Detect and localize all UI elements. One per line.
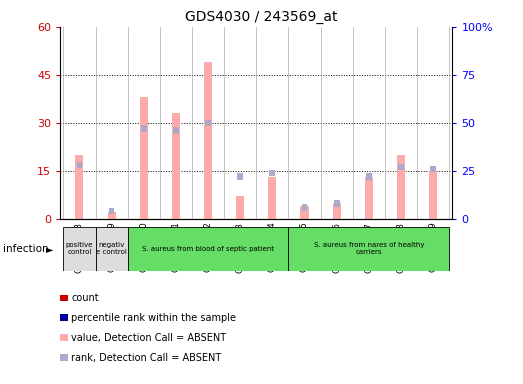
Bar [140,97,148,219]
Text: rank, Detection Call = ABSENT: rank, Detection Call = ABSENT [71,353,221,362]
Bar [288,227,449,271]
Text: infection: infection [3,244,48,254]
Bar [204,62,212,219]
Bar [429,171,437,219]
Bar [205,120,211,126]
Bar [172,113,180,219]
Text: S. aureus from blood of septic patient: S. aureus from blood of septic patient [142,246,274,252]
Text: percentile rank within the sample: percentile rank within the sample [71,313,236,323]
Bar [96,227,128,271]
Bar [430,166,436,172]
Bar [269,170,275,176]
Text: negativ
e control: negativ e control [96,242,127,255]
Bar [302,204,308,210]
Text: S. aureus from nares of healthy
carriers: S. aureus from nares of healthy carriers [314,242,424,255]
Bar [63,227,96,271]
Bar [334,200,339,207]
Bar [301,206,309,219]
Bar [76,162,82,168]
Bar [75,155,84,219]
Bar [268,177,276,219]
Bar [333,203,340,219]
Bar [397,155,405,219]
Bar [108,212,116,219]
Bar [236,197,244,219]
Bar [398,164,404,170]
Text: ►: ► [46,244,53,254]
Text: GDS4030 / 243569_at: GDS4030 / 243569_at [185,10,338,23]
Bar [128,227,288,271]
Bar [173,127,179,134]
Text: count: count [71,293,99,303]
Bar [366,174,372,180]
Text: value, Detection Call = ABSENT: value, Detection Call = ABSENT [71,333,226,343]
Bar [365,177,373,219]
Bar [141,126,146,132]
Bar [109,208,115,214]
Bar [237,174,243,180]
Text: positive
control: positive control [66,242,93,255]
